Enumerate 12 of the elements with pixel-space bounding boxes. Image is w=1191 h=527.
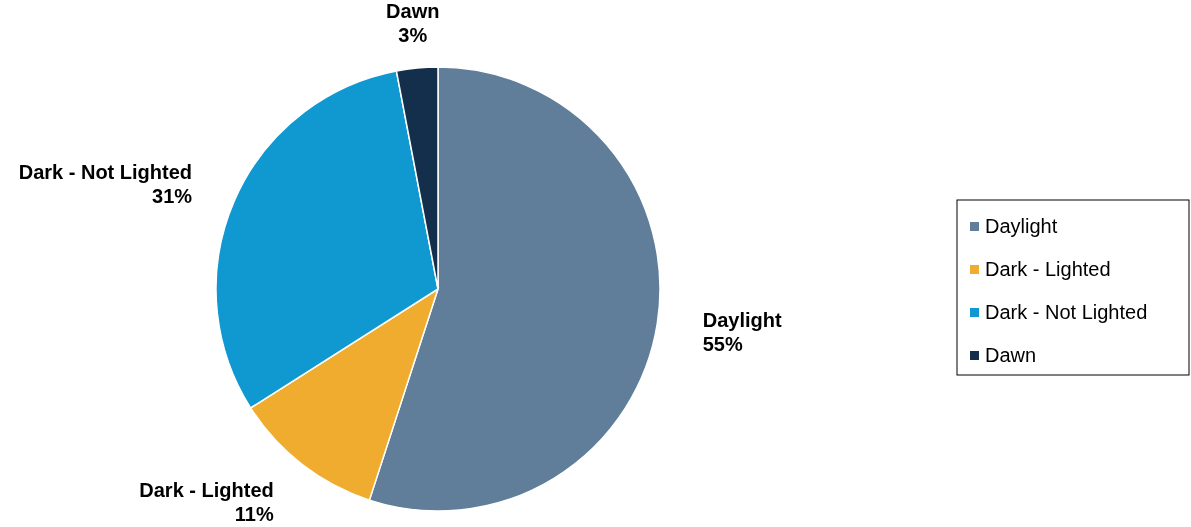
- data-label: 11%: [234, 502, 274, 525]
- slice-label: Dawn: [386, 0, 440, 23]
- data-label: 55%: [702, 332, 743, 355]
- data-label: 3%: [398, 24, 428, 47]
- slice-label: Daylight: [702, 308, 782, 331]
- slice-label: Dark - Lighted: [139, 478, 274, 501]
- legend-label: Dark - Lighted: [985, 258, 1111, 280]
- legend-label: Dawn: [985, 344, 1037, 366]
- slice-label: Dark - Not Lighted: [18, 160, 193, 183]
- legend-label: Dark - Not Lighted: [985, 301, 1148, 323]
- data-label: 31%: [152, 184, 193, 207]
- legend-label: Daylight: [985, 215, 1058, 237]
